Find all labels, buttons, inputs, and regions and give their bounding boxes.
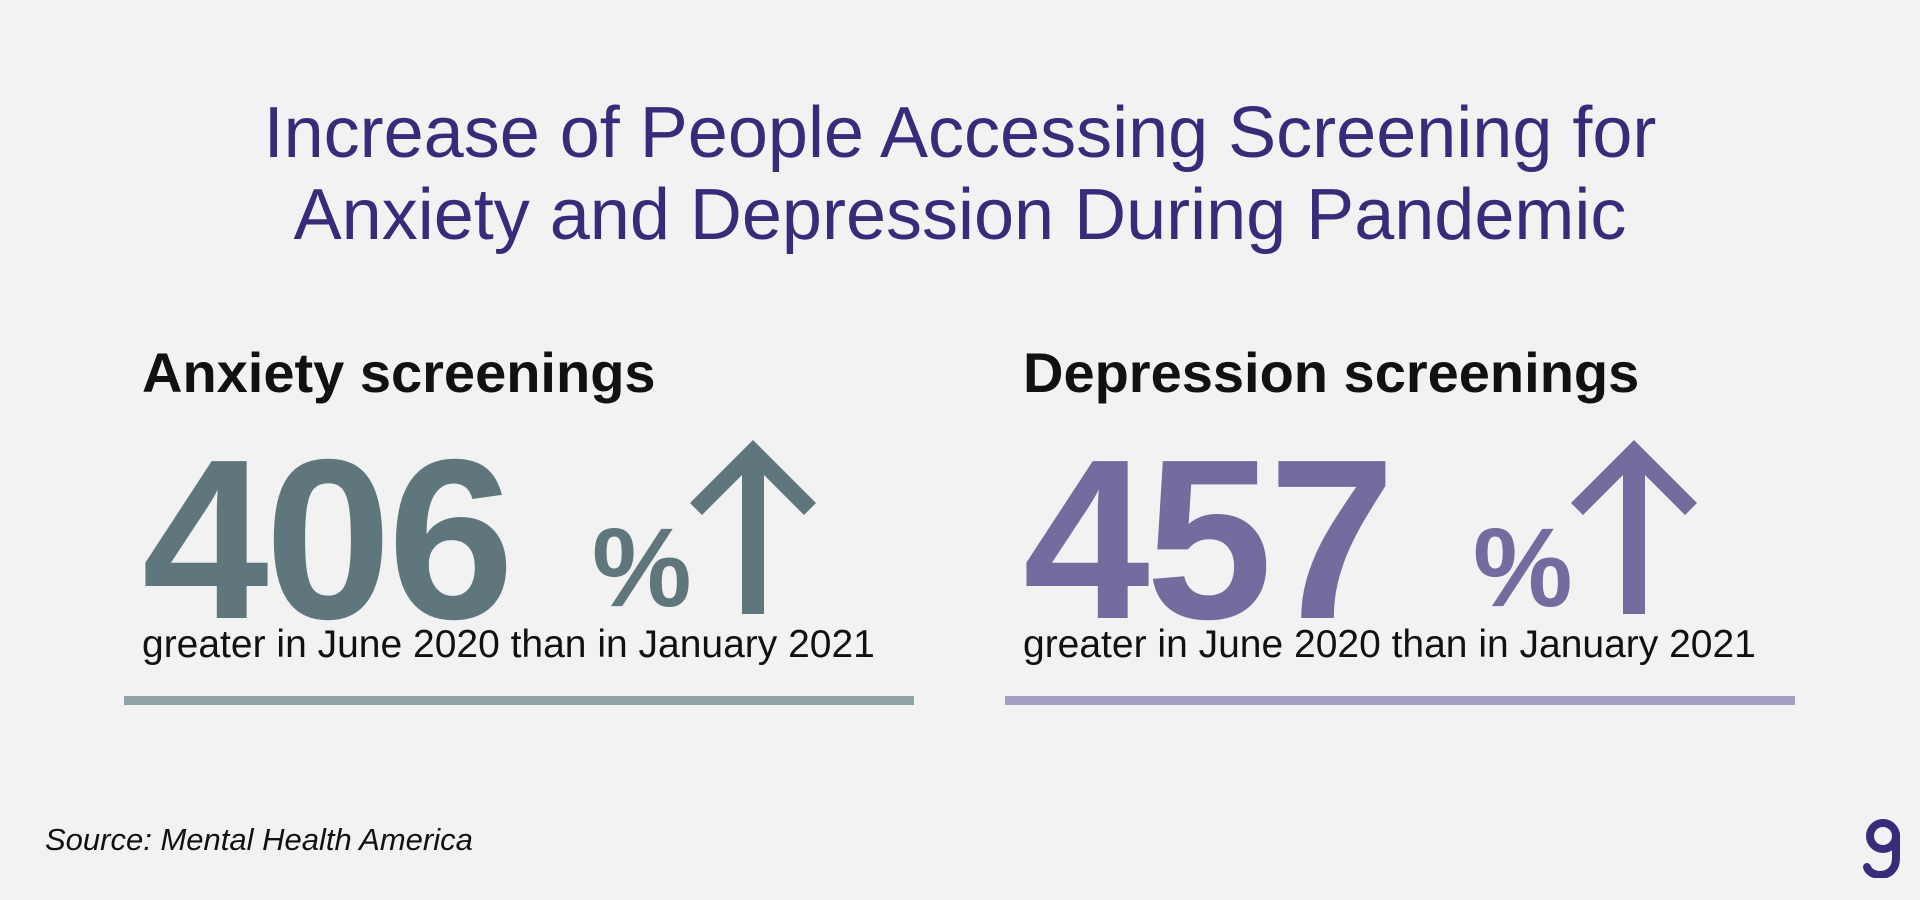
anxiety-stat-panel: Anxiety screenings 406 % greater in June… (124, 340, 914, 710)
anxiety-stat-value: 406 (142, 413, 514, 667)
depression-stat-caption: greater in June 2020 than in January 202… (1023, 623, 1756, 666)
anxiety-stat-label: Anxiety screenings (142, 341, 656, 404)
anxiety-stat-caption: greater in June 2020 than in January 202… (142, 623, 875, 666)
depression-stat-value: 457 (1023, 413, 1395, 667)
depression-up-arrow-shape (1571, 440, 1697, 614)
page-title: Increase of People Accessing Screening f… (0, 92, 1920, 256)
anxiety-divider (124, 696, 914, 705)
depression-percent-sign: % (1473, 505, 1573, 630)
title-line-2: Anxiety and Depression During Pandemic (293, 175, 1627, 255)
anxiety-up-arrow-shape (690, 440, 816, 614)
g-logo-icon (1863, 819, 1900, 878)
depression-stat-label: Depression screenings (1023, 341, 1640, 404)
anxiety-percent-sign: % (592, 505, 692, 630)
depression-stat-panel: Depression screenings 457 % greater in J… (1005, 340, 1795, 710)
depression-up-arrow-icon (1571, 440, 1697, 614)
g-logo-tail (1863, 830, 1900, 878)
source-note: Source: Mental Health America (45, 822, 473, 857)
depression-divider (1005, 696, 1795, 705)
anxiety-up-arrow-icon (690, 440, 816, 614)
title-line-1: Increase of People Accessing Screening f… (263, 93, 1657, 173)
